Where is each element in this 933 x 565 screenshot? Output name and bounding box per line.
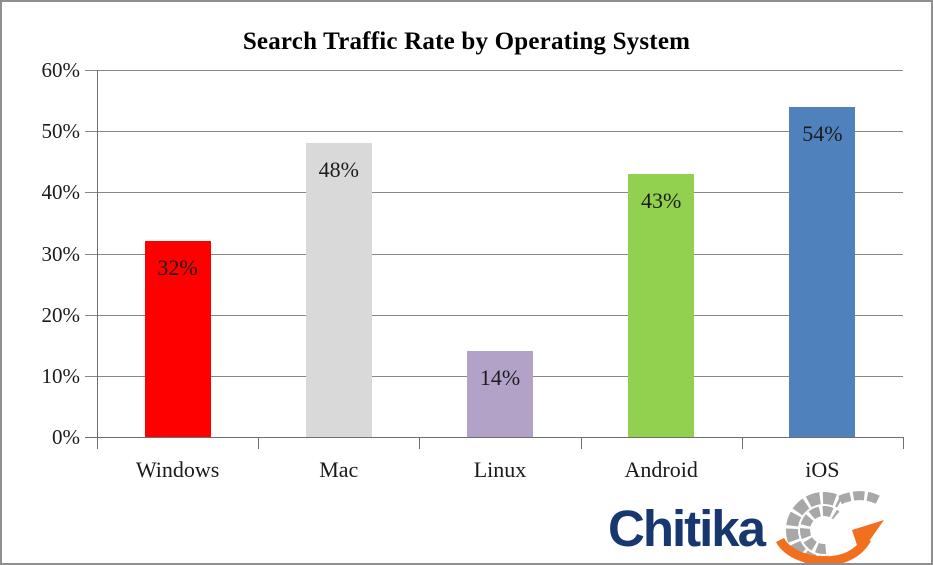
bar-ios: 54% [789,106,856,437]
bar-value-label: 14% [479,365,521,391]
x-axis-label-android: Android [624,457,698,482]
bar-value-label: 32% [157,255,198,281]
gridline [85,192,903,194]
x-axis-label-windows: Windows [135,457,220,482]
x-axis [85,437,903,438]
x-axis-tick [741,437,743,449]
x-axis-label-mac: Mac [319,457,359,482]
y-axis-label: 20% [41,302,81,327]
y-axis-label: 60% [41,58,81,82]
gridline [85,314,903,316]
x-axis-tick [903,437,904,449]
x-axis-tick [97,437,98,449]
x-axis-label-linux: Linux [473,457,527,482]
bar-value-label: 54% [802,120,843,146]
y-axis-label: 50% [41,119,81,144]
chart-title: Search Traffic Rate by Operating System [242,28,691,55]
y-axis-label: 10% [41,363,81,388]
gridline [85,131,903,133]
bar-linux: 14% [467,351,533,437]
bar-windows: 32% [144,241,211,437]
bar-android: 43% [628,173,695,437]
globe-grid-arrow-icon [768,490,886,563]
bar-value-label: 43% [641,187,682,213]
x-axis-tick [580,437,582,449]
chitika-logo-text: Chitika [608,500,766,557]
x-axis-tick [258,437,260,449]
x-axis-label-ios: iOS [805,457,840,482]
x-axis-tick [419,437,421,449]
chitika-logo: Chitika [608,490,886,563]
bar-value-label: 48% [318,157,359,183]
bar-mac: 48% [305,143,372,437]
y-axis-label: 30% [41,241,81,266]
y-axis [97,70,98,449]
gridline [85,70,903,71]
y-axis-label: 40% [41,180,81,205]
gridline [85,253,903,255]
y-axis-label: 0% [52,425,80,449]
